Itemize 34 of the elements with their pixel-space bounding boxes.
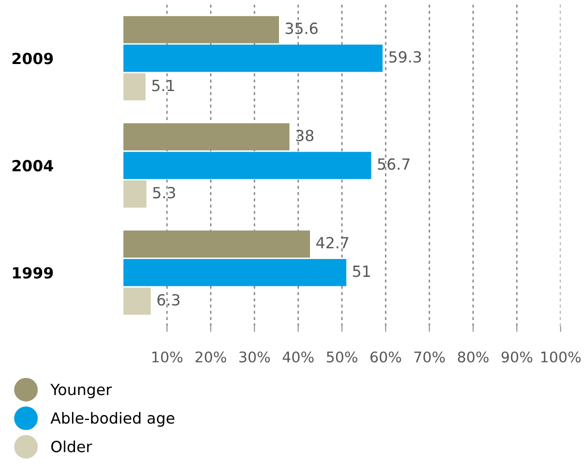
data-label: 5.3	[153, 186, 176, 198]
bar	[123, 259, 346, 286]
data-label: 35.6	[286, 22, 318, 34]
data-label: 59.3	[389, 51, 421, 63]
bar	[123, 288, 151, 315]
data-label: 38	[296, 130, 314, 142]
data-label: 51	[353, 266, 370, 278]
x-tick-label: 100%	[541, 351, 581, 362]
x-tick-label: 50%	[326, 351, 358, 362]
data-label: 6.3	[157, 294, 180, 306]
x-tick-label: 80%	[458, 351, 489, 362]
y-tick-label: 2009	[12, 52, 53, 64]
x-tick-label: 10%	[152, 351, 182, 362]
bar	[123, 230, 310, 258]
bar	[123, 152, 372, 180]
x-tick-label: 70%	[414, 351, 445, 362]
data-label: 56.7	[378, 158, 410, 170]
legend-label: Older	[51, 440, 92, 452]
data-label: 5.1	[152, 80, 174, 92]
x-tick-label: 60%	[370, 351, 402, 362]
x-tick-label: 90%	[502, 351, 532, 362]
x-tick-label: 40%	[282, 351, 314, 362]
legend-label: Able-bodied age	[50, 412, 174, 427]
x-tick-label: 30%	[239, 351, 270, 362]
y-tick-label: 2004	[12, 160, 54, 172]
bar	[123, 16, 279, 44]
y-tick-label: 1999	[13, 267, 53, 279]
data-label: 42.7	[316, 236, 348, 248]
x-tick-label: 20%	[196, 351, 226, 362]
bar	[123, 123, 290, 150]
bar	[123, 180, 146, 208]
bar	[123, 73, 146, 100]
bar	[123, 44, 383, 72]
legend-label: Younger	[50, 384, 112, 398]
